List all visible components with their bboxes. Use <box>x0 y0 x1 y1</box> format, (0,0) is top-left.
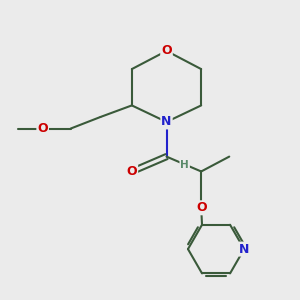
Text: O: O <box>196 201 206 214</box>
Text: H: H <box>180 160 189 170</box>
Text: O: O <box>38 122 48 135</box>
Text: O: O <box>161 44 172 57</box>
Text: N: N <box>239 243 249 256</box>
Text: N: N <box>161 116 172 128</box>
Text: O: O <box>127 165 137 178</box>
